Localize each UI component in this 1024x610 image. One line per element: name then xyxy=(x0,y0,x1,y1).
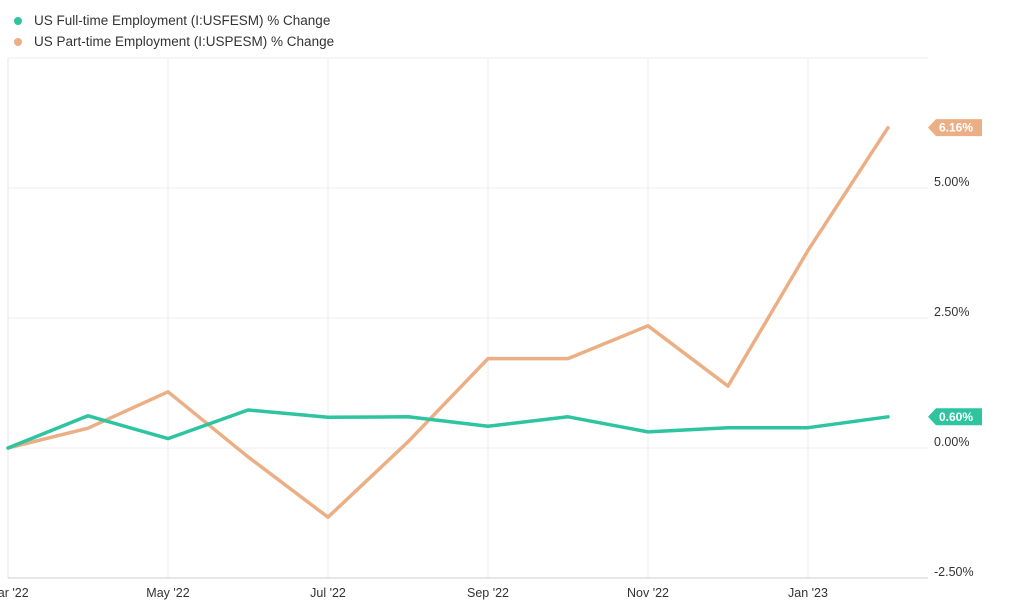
y-tick-label: -2.50% xyxy=(934,565,974,579)
x-tick-label: Sep '22 xyxy=(467,586,509,600)
legend-item-part-time[interactable]: US Part-time Employment (I:USPESM) % Cha… xyxy=(14,31,334,52)
x-tick-label: Jul '22 xyxy=(310,586,346,600)
chart-legend: US Full-time Employment (I:USFESM) % Cha… xyxy=(14,10,334,52)
x-tick-label: Jan '23 xyxy=(788,586,828,600)
legend-label: US Full-time Employment (I:USFESM) % Cha… xyxy=(34,13,331,28)
series-line-full-time xyxy=(6,408,890,450)
end-value-badge xyxy=(928,119,982,137)
end-value-label: 0.60% xyxy=(939,410,973,424)
legend-dot-icon xyxy=(14,16,22,25)
x-tick-label: May '22 xyxy=(146,586,189,600)
legend-item-full-time[interactable]: US Full-time Employment (I:USFESM) % Cha… xyxy=(14,10,334,31)
series-line-part-time xyxy=(6,125,890,519)
x-tick-label: Nov '22 xyxy=(627,586,669,600)
y-tick-label: 5.00% xyxy=(934,175,969,189)
y-tick-label: 2.50% xyxy=(934,305,969,319)
x-tick-label: Mar '22 xyxy=(0,586,29,600)
legend-dot-icon xyxy=(14,37,22,46)
end-value-label: 6.16% xyxy=(939,121,973,135)
y-tick-label: 0.00% xyxy=(934,435,969,449)
end-value-badge xyxy=(928,408,982,426)
legend-label: US Part-time Employment (I:USPESM) % Cha… xyxy=(34,34,335,49)
